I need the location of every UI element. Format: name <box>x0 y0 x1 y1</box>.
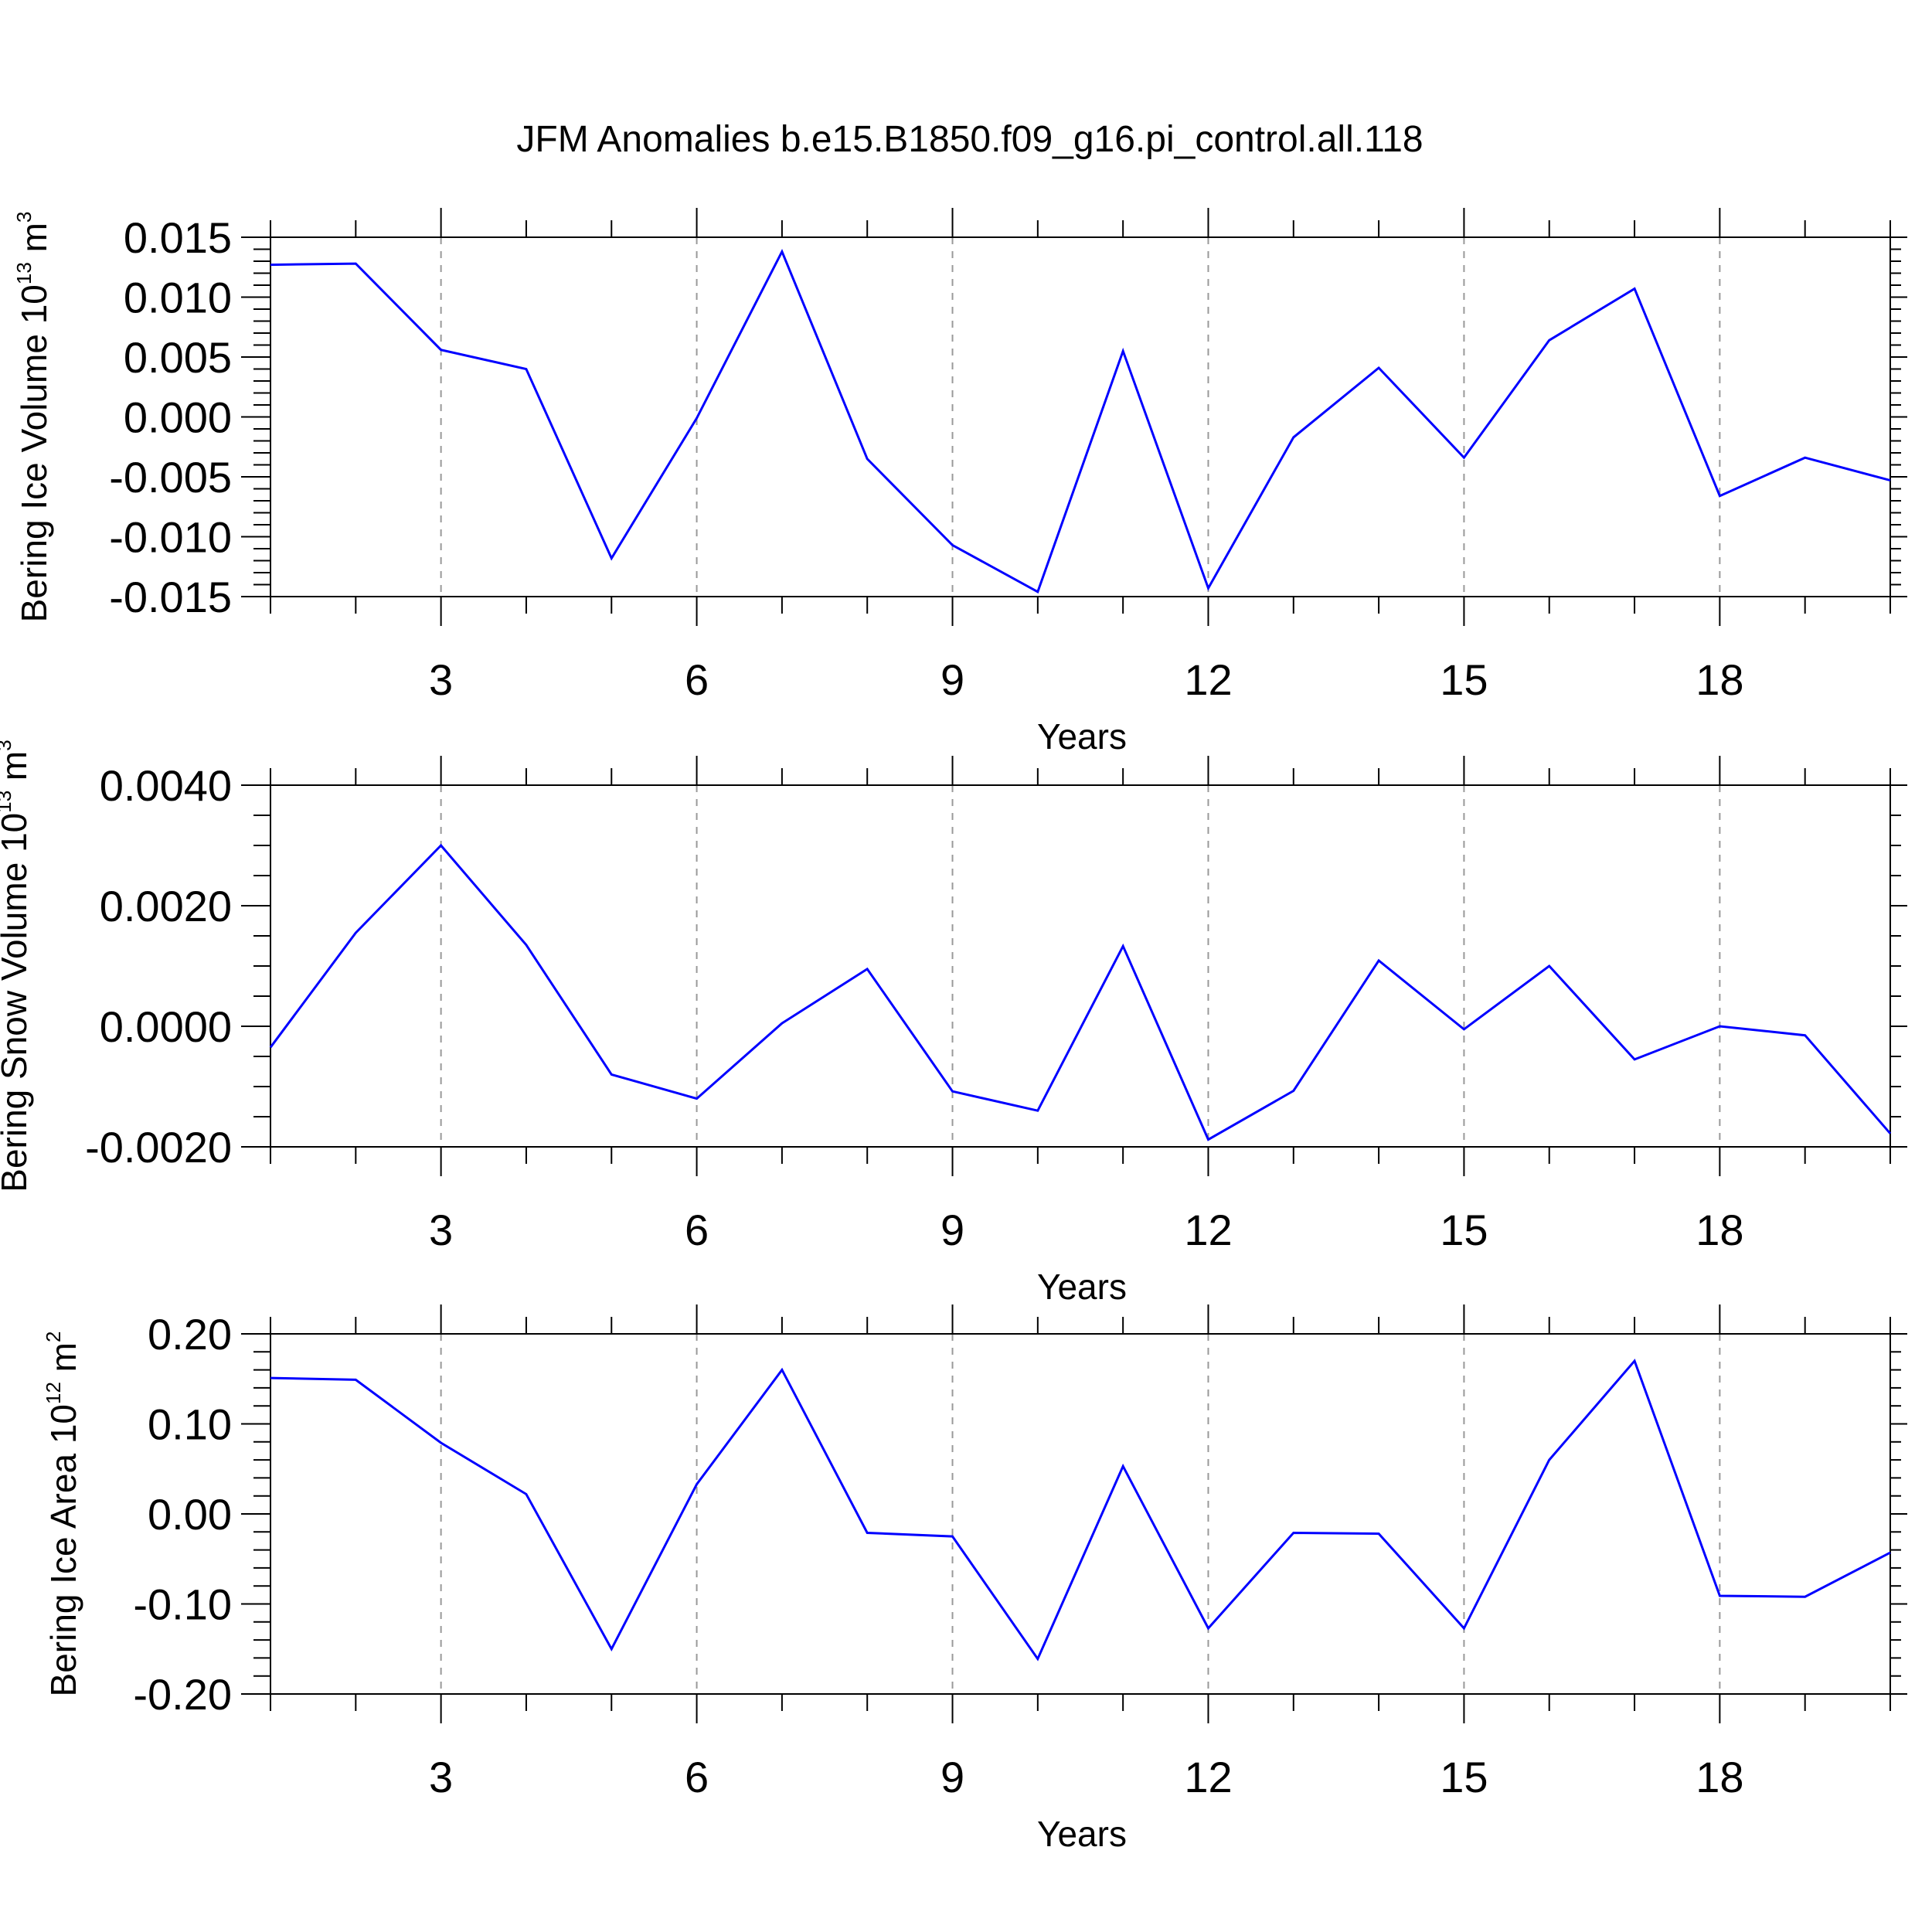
x-tick-label: 12 <box>1184 655 1232 704</box>
series-line <box>270 1359 1891 1662</box>
chart-panel-1: -0.015 -0.010 -0.005 0.000 0.005 0.010 0.015 3 6… <box>12 208 1907 757</box>
x-tick-label: 18 <box>1696 655 1743 704</box>
y-axis-label: Bering Ice Area 1012 m2 <box>42 1332 83 1697</box>
x-tick-label: 9 <box>940 1206 964 1254</box>
y-tick-label: 0.010 <box>124 274 232 322</box>
plot-frame <box>270 1333 1891 1695</box>
y-tick-label: 0.10 <box>148 1400 232 1449</box>
x-axis-label: Years <box>1037 1267 1127 1307</box>
y-tick-label: -0.005 <box>109 453 232 502</box>
plot-frame <box>270 784 1891 1148</box>
y-tick-label: 0.0040 <box>100 761 232 810</box>
y-tick-label: 0.005 <box>124 333 232 382</box>
x-tick-label: 15 <box>1440 1753 1488 1801</box>
x-tick-label: 18 <box>1696 1753 1743 1801</box>
x-tick-label: 9 <box>940 655 964 704</box>
x-tick-label: 15 <box>1440 655 1488 704</box>
y-tick-label: 0.0020 <box>100 882 232 930</box>
chart-panel-3: -0.20 -0.10 0.00 0.10 0.20 3 6 9 12 15 18 Years Beri… <box>42 1304 1907 1854</box>
x-tick-label: 3 <box>429 1753 453 1801</box>
y-tick-label: 0.000 <box>124 393 232 442</box>
chart-title: JFM Anomalies b.e15.B1850.f09_g16.pi_con… <box>516 119 1423 160</box>
y-tick-label: 0.00 <box>148 1490 232 1539</box>
y-axis-label: Bering Snow Volume 1013 m3 <box>0 740 34 1192</box>
y-tick-label: -0.015 <box>109 573 232 621</box>
y-tick-label: -0.0020 <box>85 1123 232 1172</box>
x-tick-label: 3 <box>429 1206 453 1254</box>
y-tick-label: 0.015 <box>124 213 232 262</box>
x-axis-label: Years <box>1037 716 1127 757</box>
x-axis-label: Years <box>1037 1814 1127 1854</box>
y-tick-label: -0.10 <box>133 1580 232 1629</box>
y-tick-label: -0.20 <box>133 1670 232 1719</box>
y-tick-label: 0.20 <box>148 1310 232 1359</box>
series-line <box>269 843 1892 1141</box>
x-tick-label: 12 <box>1184 1206 1232 1254</box>
x-tick-label: 6 <box>685 1753 709 1801</box>
x-tick-label: 6 <box>685 655 709 704</box>
x-tick-label: 18 <box>1696 1206 1743 1254</box>
y-axis-label: Bering Ice Volume 1013 m3 <box>12 212 54 623</box>
x-tick-label: 15 <box>1440 1206 1488 1254</box>
x-tick-label: 3 <box>429 655 453 704</box>
plot-frame <box>270 236 1891 597</box>
chart-panel-2: -0.0020 0.0000 0.0020 0.0040 3 6 9 12 15 18 Years B… <box>0 740 1907 1307</box>
x-tick-label: 12 <box>1184 1753 1232 1801</box>
x-tick-label: 9 <box>940 1753 964 1801</box>
y-tick-label: 0.0000 <box>100 1002 232 1051</box>
y-tick-label: -0.010 <box>109 513 232 562</box>
x-tick-label: 6 <box>685 1206 709 1254</box>
series-line <box>270 249 1891 594</box>
